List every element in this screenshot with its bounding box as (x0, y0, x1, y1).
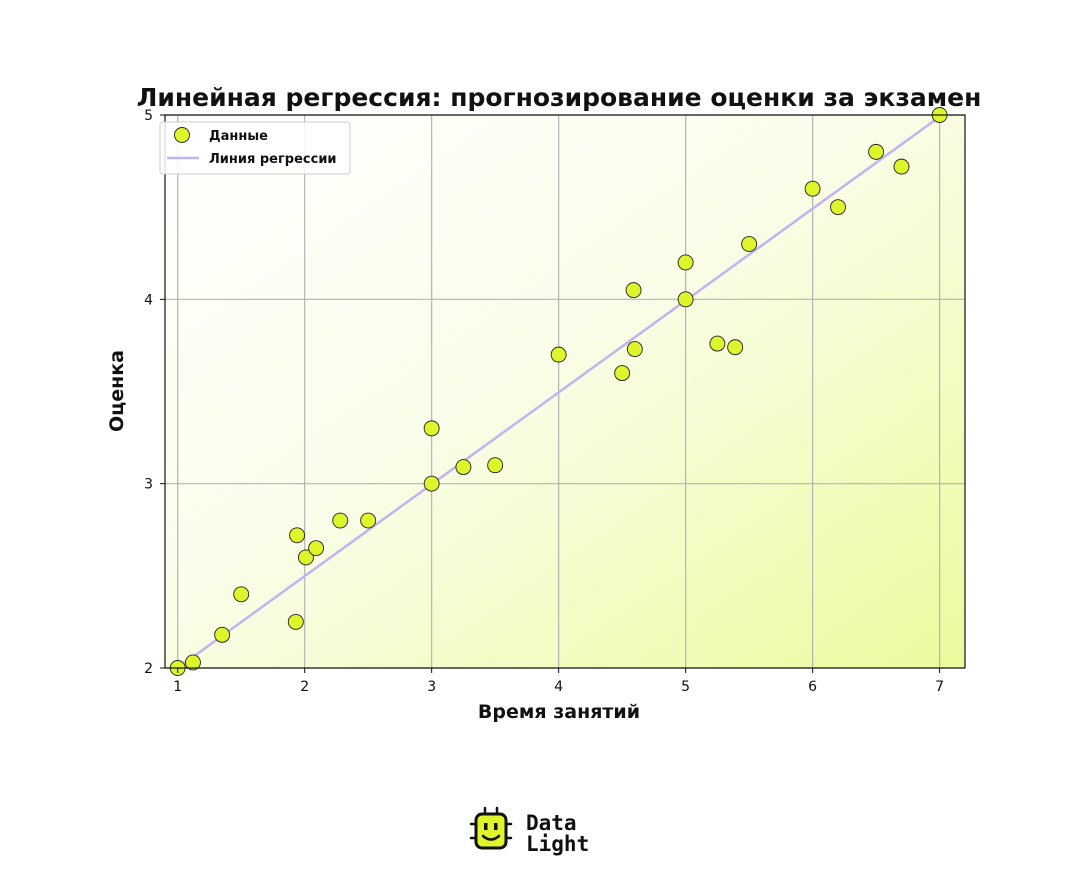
x-axis-label: Время занятий (478, 701, 640, 723)
data-point (625, 282, 642, 299)
x-tick-label: 4 (554, 679, 563, 695)
data-point (614, 365, 631, 382)
data-point (332, 512, 349, 529)
legend-marker-data (174, 127, 190, 143)
data-point (550, 346, 567, 363)
logo: Data Light (469, 806, 589, 856)
x-tick-label: 7 (935, 679, 944, 695)
regression-line (175, 115, 945, 668)
data-point (423, 475, 440, 492)
data-point (741, 236, 758, 252)
data-point (804, 180, 821, 197)
data-point (308, 540, 325, 557)
y-tick-label: 5 (144, 108, 153, 124)
data-point (289, 527, 306, 544)
legend-box (159, 121, 351, 175)
data-point (360, 512, 377, 529)
x-axis-ticks: 1 2 3 4 5 6 7 (173, 668, 944, 695)
regression-series (175, 115, 945, 668)
data-series (169, 107, 948, 676)
robot-face-icon (469, 806, 513, 850)
data-point (727, 339, 744, 356)
data-point (830, 199, 846, 216)
y-tick-label: 3 (144, 477, 153, 493)
data-point (677, 254, 694, 271)
data-point (455, 459, 472, 476)
data-point (709, 335, 726, 352)
y-axis-ticks: 2 3 4 5 (144, 108, 165, 677)
legend: Данные Линия регрессии (159, 121, 351, 175)
y-axis-label: Оценка (106, 350, 128, 432)
x-tick-label: 2 (300, 679, 309, 695)
data-point (233, 586, 250, 603)
x-tick-label: 5 (681, 679, 690, 695)
plot-area (165, 115, 965, 668)
data-point (626, 341, 643, 358)
data-point (423, 420, 440, 437)
x-tick-label: 3 (427, 679, 436, 695)
x-tick-label: 1 (173, 679, 182, 695)
logo-text-line1: Data (526, 811, 577, 835)
data-point (893, 158, 910, 175)
data-point (214, 626, 231, 643)
legend-label-data: Данные (209, 129, 268, 144)
data-point (298, 549, 314, 566)
legend-label-line: Линия регрессии (209, 152, 337, 167)
logo-text-line2: Light (526, 832, 589, 856)
data-point (868, 143, 885, 160)
plot-frame (164, 114, 966, 669)
y-tick-label: 2 (144, 661, 153, 677)
data-point (677, 291, 694, 308)
x-tick-label: 6 (808, 679, 817, 695)
chart-title: Линейная регрессия: прогнозирование оцен… (137, 83, 982, 112)
data-point (487, 457, 504, 474)
y-tick-label: 4 (144, 292, 153, 308)
data-point (287, 613, 304, 630)
data-point (184, 654, 201, 671)
